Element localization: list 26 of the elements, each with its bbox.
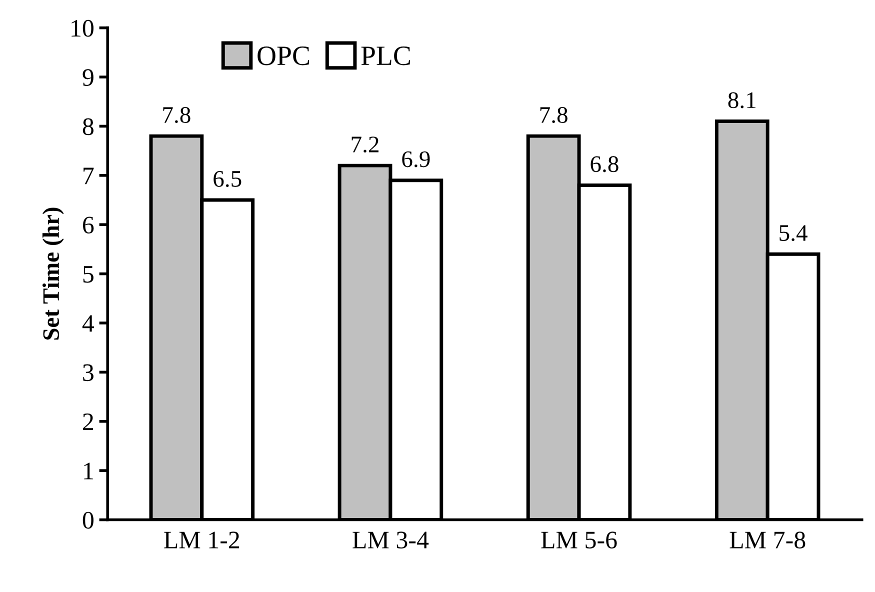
y-axis-title: Set Time (hr): [42, 208, 64, 340]
y-tick-label: 1: [84, 462, 93, 480]
x-tick-label: LM 1-2: [164, 532, 240, 548]
data-label: 6.9: [402, 151, 430, 168]
x-tick-label: LM 7-8: [730, 532, 806, 548]
y-tick-label: 9: [82, 69, 94, 86]
x-tick-label: LM 3-4: [352, 532, 429, 548]
y-tick-label: 3: [83, 364, 94, 382]
y-tick-label: 6: [83, 216, 94, 234]
x-tick-label: LM 5-6: [541, 532, 617, 548]
data-label: 7.8: [540, 106, 568, 124]
data-label: 8.1: [728, 92, 756, 108]
y-tick-label: 2: [83, 414, 94, 430]
legend-label: PLC: [361, 46, 410, 66]
y-tick-label: 5: [83, 266, 94, 283]
data-label: 6.8: [590, 156, 618, 172]
data-label: 7.2: [352, 136, 378, 153]
legend-label: OPC: [258, 46, 309, 66]
data-label: 5.4: [780, 225, 808, 242]
data-label: 7.8: [163, 106, 190, 124]
y-tick-label: 8: [82, 118, 94, 136]
y-tick-label: 10: [72, 20, 94, 37]
y-tick-label: 4: [82, 315, 94, 332]
data-label: 6.5: [214, 171, 242, 187]
y-tick-label: 0: [82, 512, 94, 529]
y-tick-label: 7: [84, 168, 94, 184]
